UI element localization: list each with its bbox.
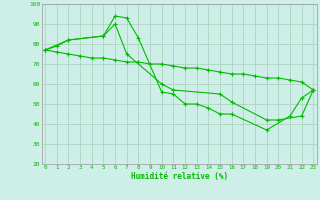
X-axis label: Humidité relative (%): Humidité relative (%) [131,172,228,181]
